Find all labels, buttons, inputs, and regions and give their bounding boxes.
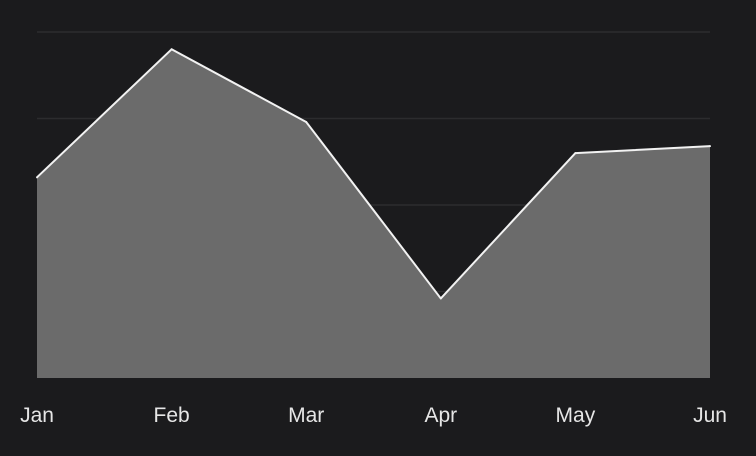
data-point-jun [709, 145, 711, 148]
x-axis: Jan Feb Mar Apr May Jun [20, 404, 727, 427]
x-tick-label-jan: Jan [20, 404, 54, 427]
x-tick-label-feb: Feb [154, 404, 190, 427]
data-point-mar [305, 120, 308, 123]
data-point-jan [36, 176, 38, 179]
x-tick-label-jun: Jun [693, 404, 727, 427]
area-series [36, 48, 711, 379]
x-tick-label-apr: Apr [424, 404, 457, 427]
data-point-may [574, 152, 577, 155]
series-line [36, 48, 711, 300]
data-point-apr [439, 297, 442, 300]
area-fill [37, 49, 710, 379]
x-tick-label-may: May [556, 404, 596, 427]
x-tick-label-mar: Mar [288, 404, 324, 427]
data-point-feb [170, 48, 173, 51]
